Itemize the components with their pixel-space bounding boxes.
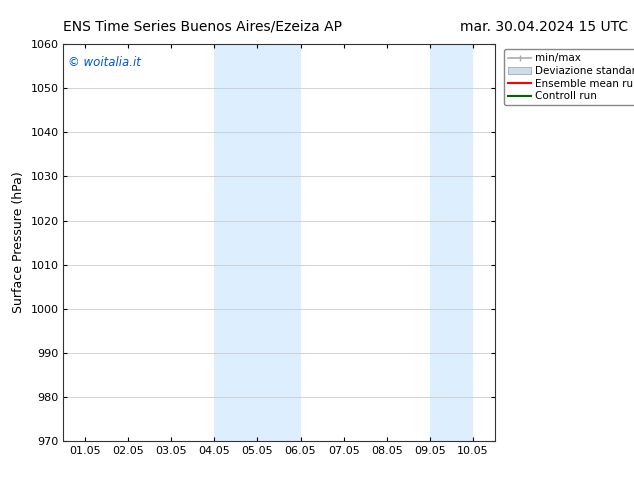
Text: ENS Time Series Buenos Aires/Ezeiza AP: ENS Time Series Buenos Aires/Ezeiza AP: [63, 20, 342, 34]
Bar: [214, 44, 257, 441]
Bar: [257, 44, 301, 441]
Y-axis label: Surface Pressure (hPa): Surface Pressure (hPa): [12, 172, 25, 314]
Text: mar. 30.04.2024 15 UTC: mar. 30.04.2024 15 UTC: [460, 20, 628, 34]
Bar: [430, 44, 473, 441]
Legend: min/max, Deviazione standard, Ensemble mean run, Controll run: min/max, Deviazione standard, Ensemble m…: [504, 49, 634, 105]
Text: © woitalia.it: © woitalia.it: [68, 56, 141, 69]
